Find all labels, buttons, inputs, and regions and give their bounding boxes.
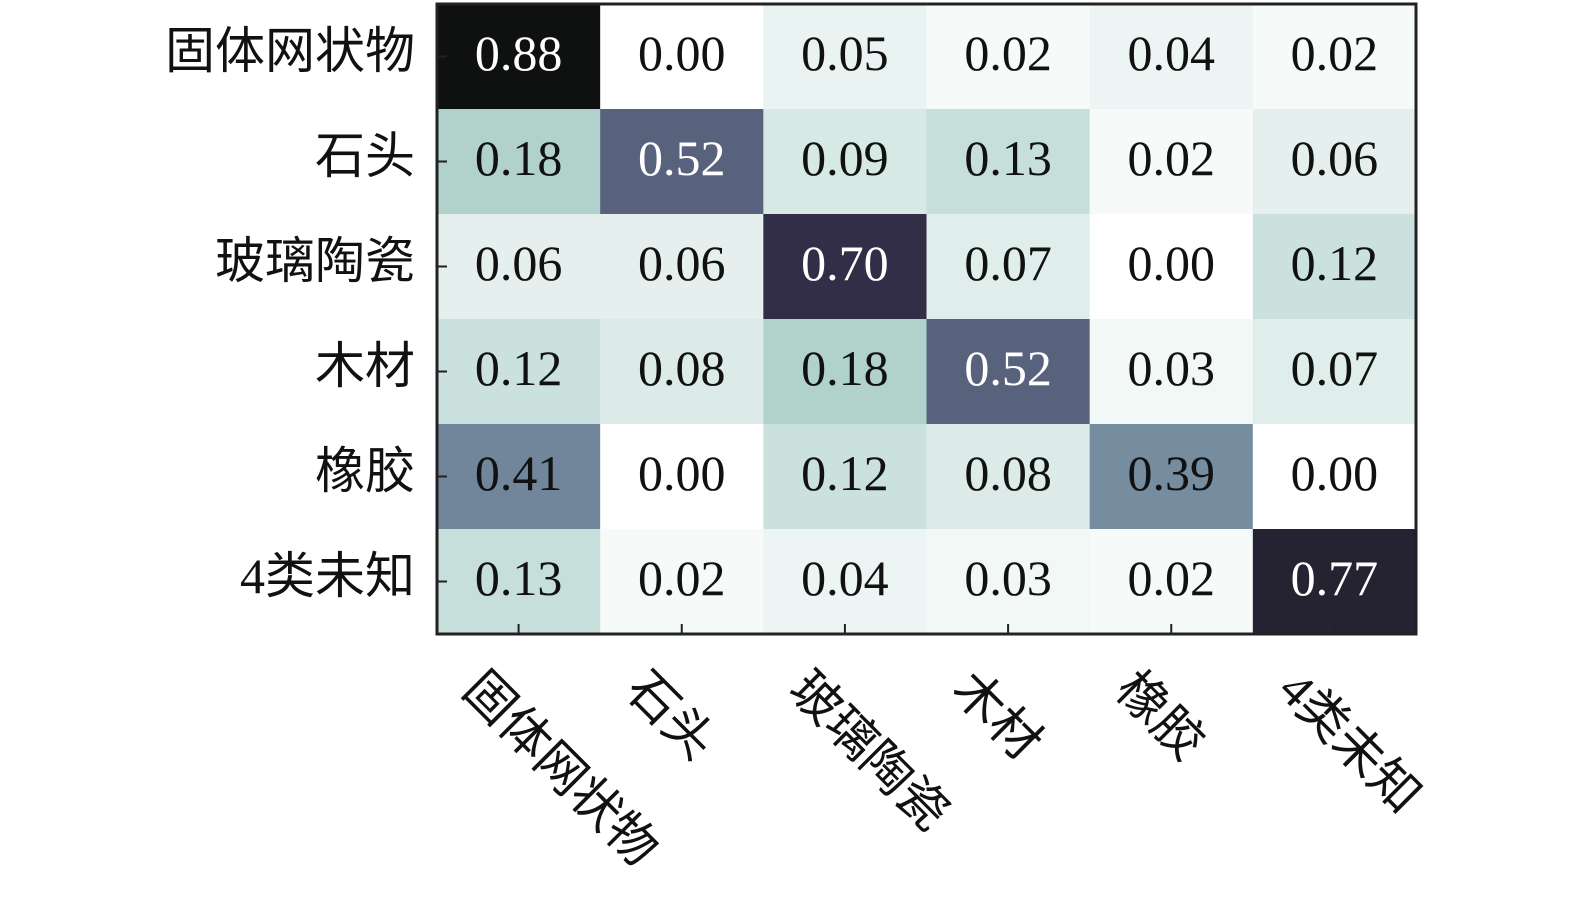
cell-label: 0.07 — [964, 235, 1052, 291]
heat-cell — [763, 319, 927, 425]
cell-label: 0.06 — [1291, 130, 1379, 186]
cell-label: 0.00 — [1291, 445, 1379, 501]
heat-cell — [1252, 319, 1417, 425]
heat-cell — [1089, 4, 1254, 110]
heat-cell — [763, 4, 927, 110]
cell-label: 0.07 — [1291, 340, 1379, 396]
heat-cell — [1252, 4, 1417, 110]
cell-label: 0.02 — [1128, 550, 1216, 606]
cell-label: 0.02 — [1291, 25, 1379, 81]
cell-label: 0.04 — [801, 550, 889, 606]
cell-label: 0.02 — [964, 25, 1052, 81]
cell-label: 0.88 — [475, 25, 563, 81]
heat-cell — [1089, 424, 1254, 530]
x-tick-label: 4类未知 — [1269, 660, 1432, 823]
cell-label: 0.52 — [638, 130, 726, 186]
cell-label: 0.08 — [964, 445, 1052, 501]
cell-label: 0.03 — [1128, 340, 1216, 396]
heat-cell — [1089, 214, 1254, 320]
heat-cell — [437, 214, 601, 320]
heat-cell — [1089, 529, 1254, 635]
cell-label: 0.18 — [801, 340, 889, 396]
heat-cell — [926, 319, 1091, 425]
x-tick-label: 玻璃陶瓷 — [779, 660, 960, 841]
heat-cell — [600, 424, 764, 530]
cell-label: 0.70 — [801, 235, 889, 291]
cell-label: 0.12 — [475, 340, 563, 396]
cell-label: 0.04 — [1128, 25, 1216, 81]
heat-cell — [600, 4, 764, 110]
heat-cell — [1252, 424, 1417, 530]
cell-label: 0.02 — [638, 550, 726, 606]
x-tick-label: 橡胶 — [1105, 660, 1215, 770]
cell-label: 0.06 — [638, 235, 726, 291]
cell-label: 0.02 — [1128, 130, 1216, 186]
cell-label: 0.39 — [1128, 445, 1216, 501]
y-tick-label: 固体网状物 — [165, 23, 415, 79]
y-tick-label: 木材 — [315, 338, 415, 394]
heat-cell — [763, 109, 927, 215]
cell-label: 0.52 — [964, 340, 1052, 396]
cell-label: 0.08 — [638, 340, 726, 396]
cell-label: 0.41 — [475, 445, 563, 501]
heat-cell — [600, 529, 764, 635]
cell-label: 0.13 — [475, 550, 563, 606]
heat-cell — [600, 319, 764, 425]
heat-cell — [437, 109, 601, 215]
heat-cell — [437, 424, 601, 530]
cell-label: 0.03 — [964, 550, 1052, 606]
heat-cell — [437, 4, 601, 110]
heat-cell — [1252, 529, 1417, 635]
plot-frame — [435, 2, 1418, 636]
heat-cell — [926, 4, 1091, 110]
heat-cell — [1089, 109, 1254, 215]
cell-label: 0.05 — [801, 25, 889, 81]
x-tick-label: 石头 — [616, 660, 726, 770]
heat-cell — [926, 529, 1091, 635]
y-tick-label: 橡胶 — [315, 443, 415, 499]
heat-cell — [763, 214, 927, 320]
cell-label: 0.00 — [1128, 235, 1216, 291]
heat-cell — [763, 424, 927, 530]
heat-cell — [1089, 319, 1254, 425]
heat-cell — [763, 529, 927, 635]
heat-cell — [1252, 214, 1417, 320]
heat-cell — [437, 319, 601, 425]
cell-label: 0.12 — [1291, 235, 1379, 291]
cell-label: 0.06 — [475, 235, 563, 291]
cell-label: 0.00 — [638, 25, 726, 81]
heat-cell — [926, 424, 1091, 530]
y-tick-label: 石头 — [315, 128, 415, 184]
cell-label: 0.77 — [1291, 550, 1379, 606]
heat-cell — [926, 109, 1091, 215]
y-tick-label: 玻璃陶瓷 — [215, 233, 415, 289]
heat-cell — [1252, 109, 1417, 215]
cell-label: 0.09 — [801, 130, 889, 186]
heat-cell — [437, 529, 601, 635]
cell-label: 0.18 — [475, 130, 563, 186]
y-tick-label: 4类未知 — [240, 548, 415, 604]
cell-label: 0.13 — [964, 130, 1052, 186]
cell-label: 0.00 — [638, 445, 726, 501]
x-tick-label: 木材 — [942, 660, 1052, 770]
heat-cell — [926, 214, 1091, 320]
cell-label: 0.12 — [801, 445, 889, 501]
heat-cell — [600, 214, 764, 320]
heat-cell — [600, 109, 764, 215]
